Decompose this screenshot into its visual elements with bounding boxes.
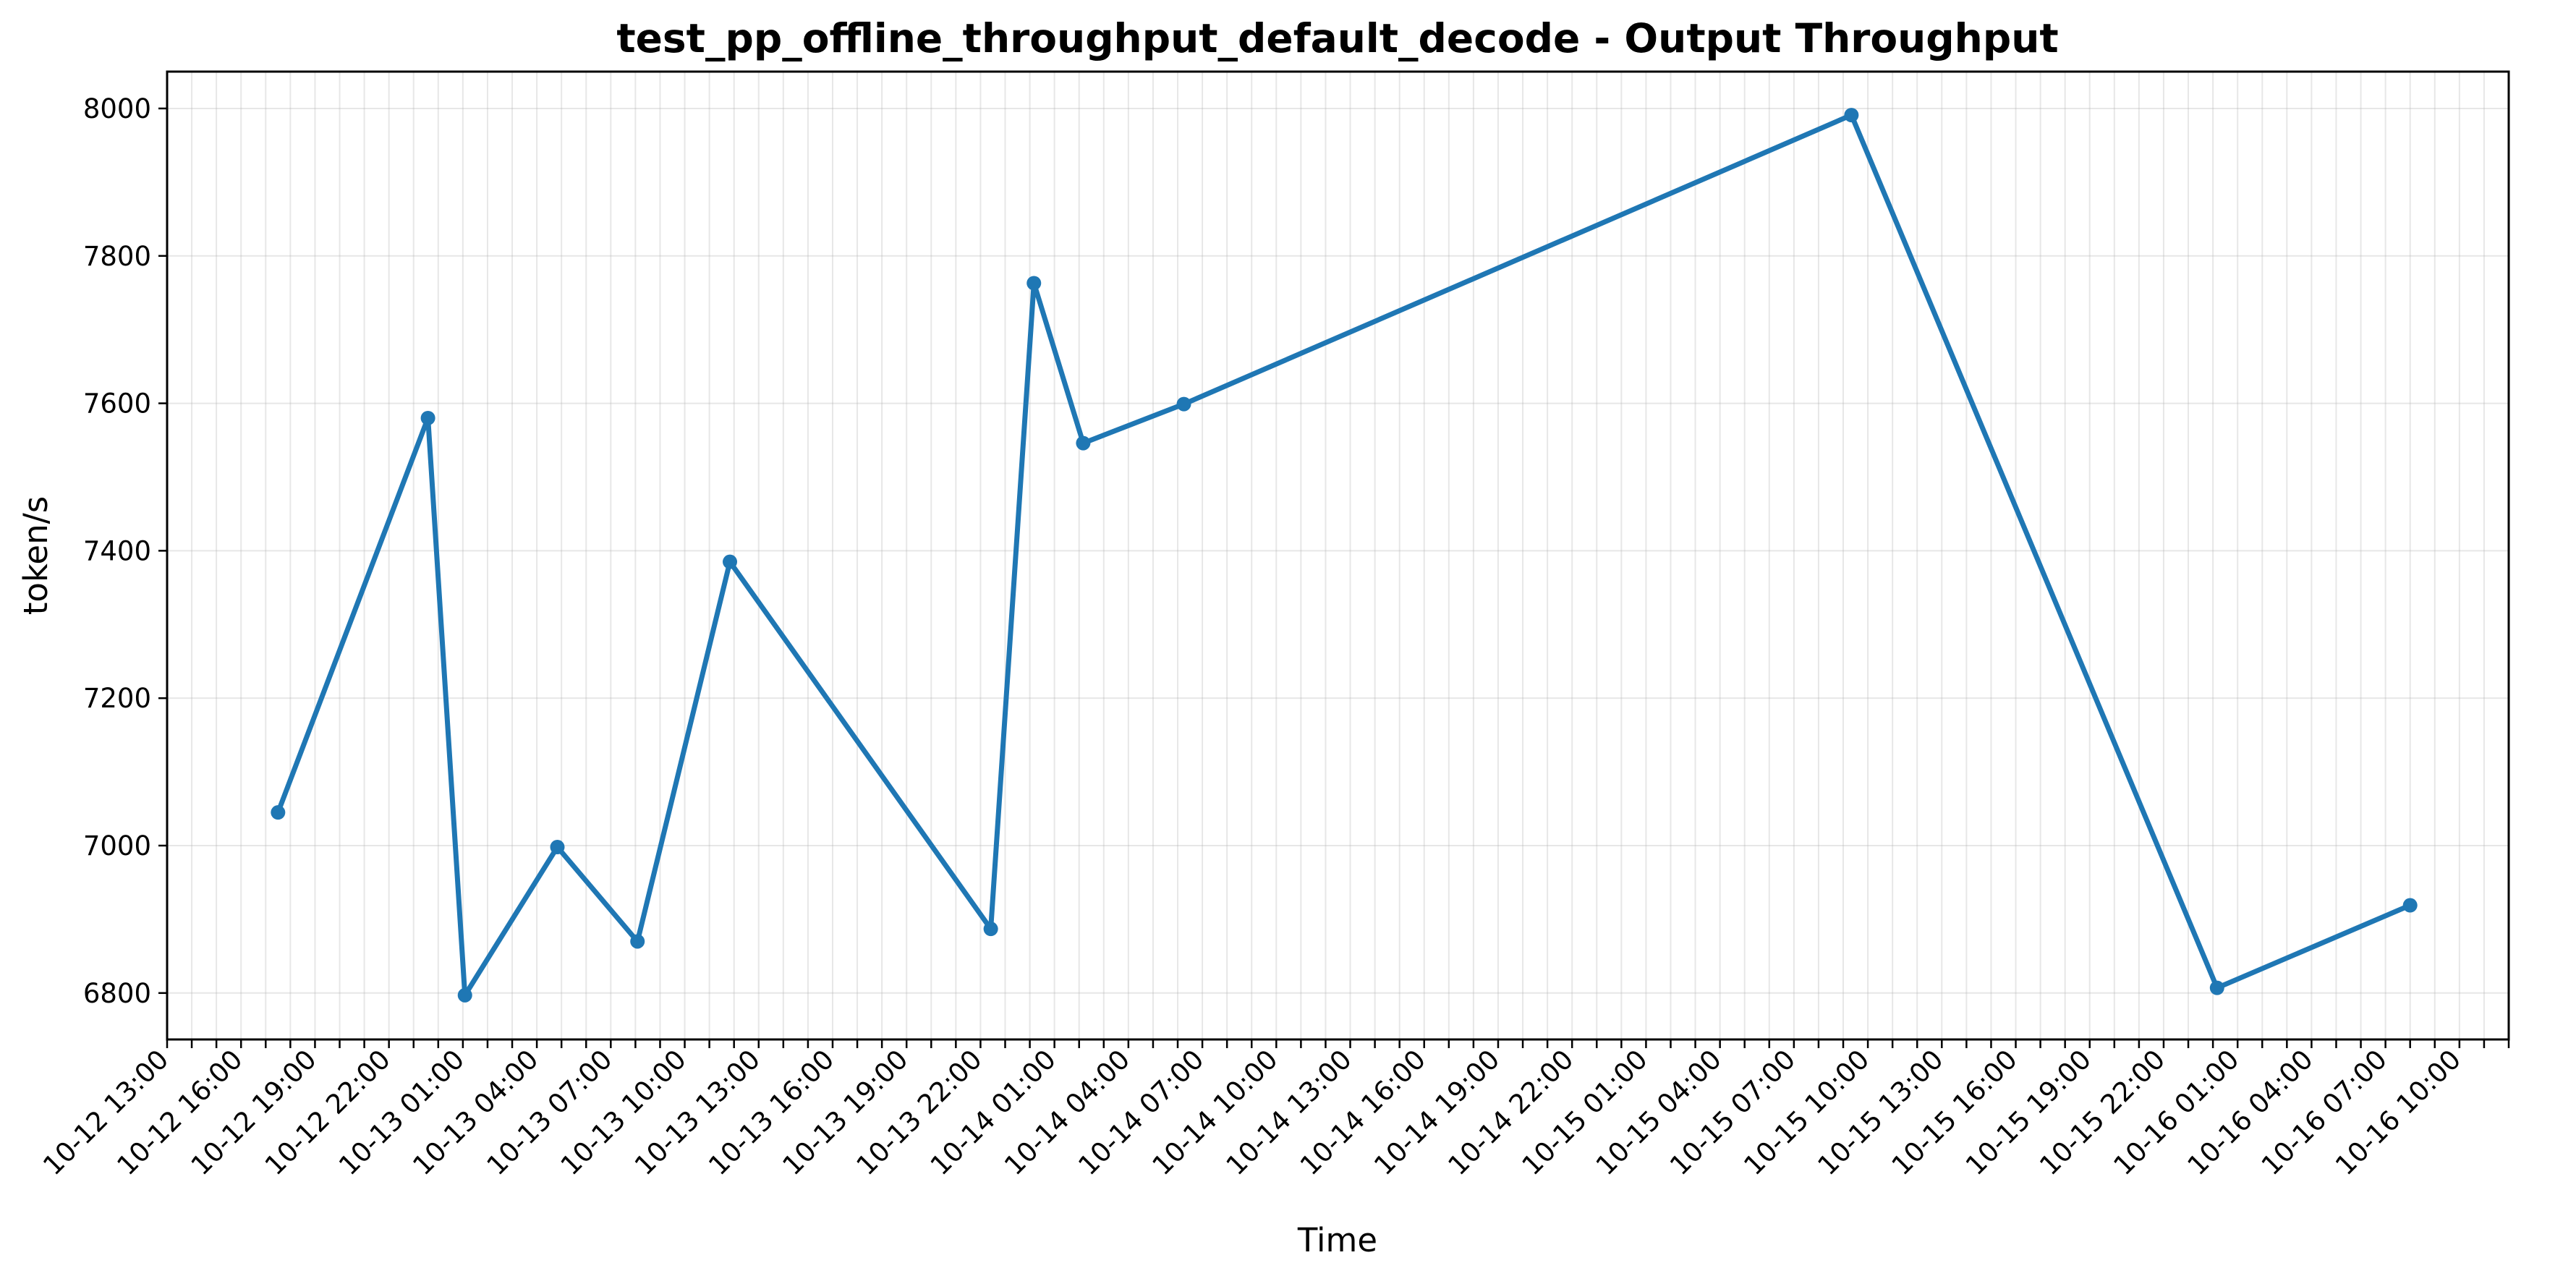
data-point [550, 840, 565, 855]
plot-area-frame [166, 70, 2510, 1041]
y-axis-ticks: 6800 7000 7200 7400 7600 7800 8000 [83, 93, 167, 1009]
data-point [271, 805, 286, 820]
data-point [1026, 276, 1042, 291]
data-point [723, 554, 738, 569]
y-tick-label: 8000 [83, 93, 151, 124]
data-point [630, 934, 645, 949]
y-tick-label: 7800 [83, 241, 151, 272]
y-axis-label: token/s [17, 496, 55, 615]
y-tick-label: 6800 [83, 978, 151, 1009]
y-tick-label: 7600 [83, 388, 151, 420]
data-point [1076, 435, 1091, 451]
x-tick-label: 10-12 13:00 [37, 1044, 174, 1181]
data-point [1176, 396, 1191, 412]
grid-lines [166, 72, 2509, 1039]
chart-title: test_pp_offline_throughput_default_decod… [616, 15, 2058, 61]
y-tick-label: 7400 [83, 535, 151, 566]
data-point [2209, 980, 2224, 995]
data-point [457, 987, 472, 1003]
y-tick-label: 7000 [83, 830, 151, 862]
data-point [1844, 108, 1859, 123]
data-point [983, 922, 998, 937]
x-axis-label: Time [1297, 1221, 1377, 1259]
data-point [2402, 898, 2418, 913]
series-layer [271, 108, 2418, 1003]
y-tick-label: 7200 [83, 683, 151, 714]
data-point [420, 410, 435, 425]
